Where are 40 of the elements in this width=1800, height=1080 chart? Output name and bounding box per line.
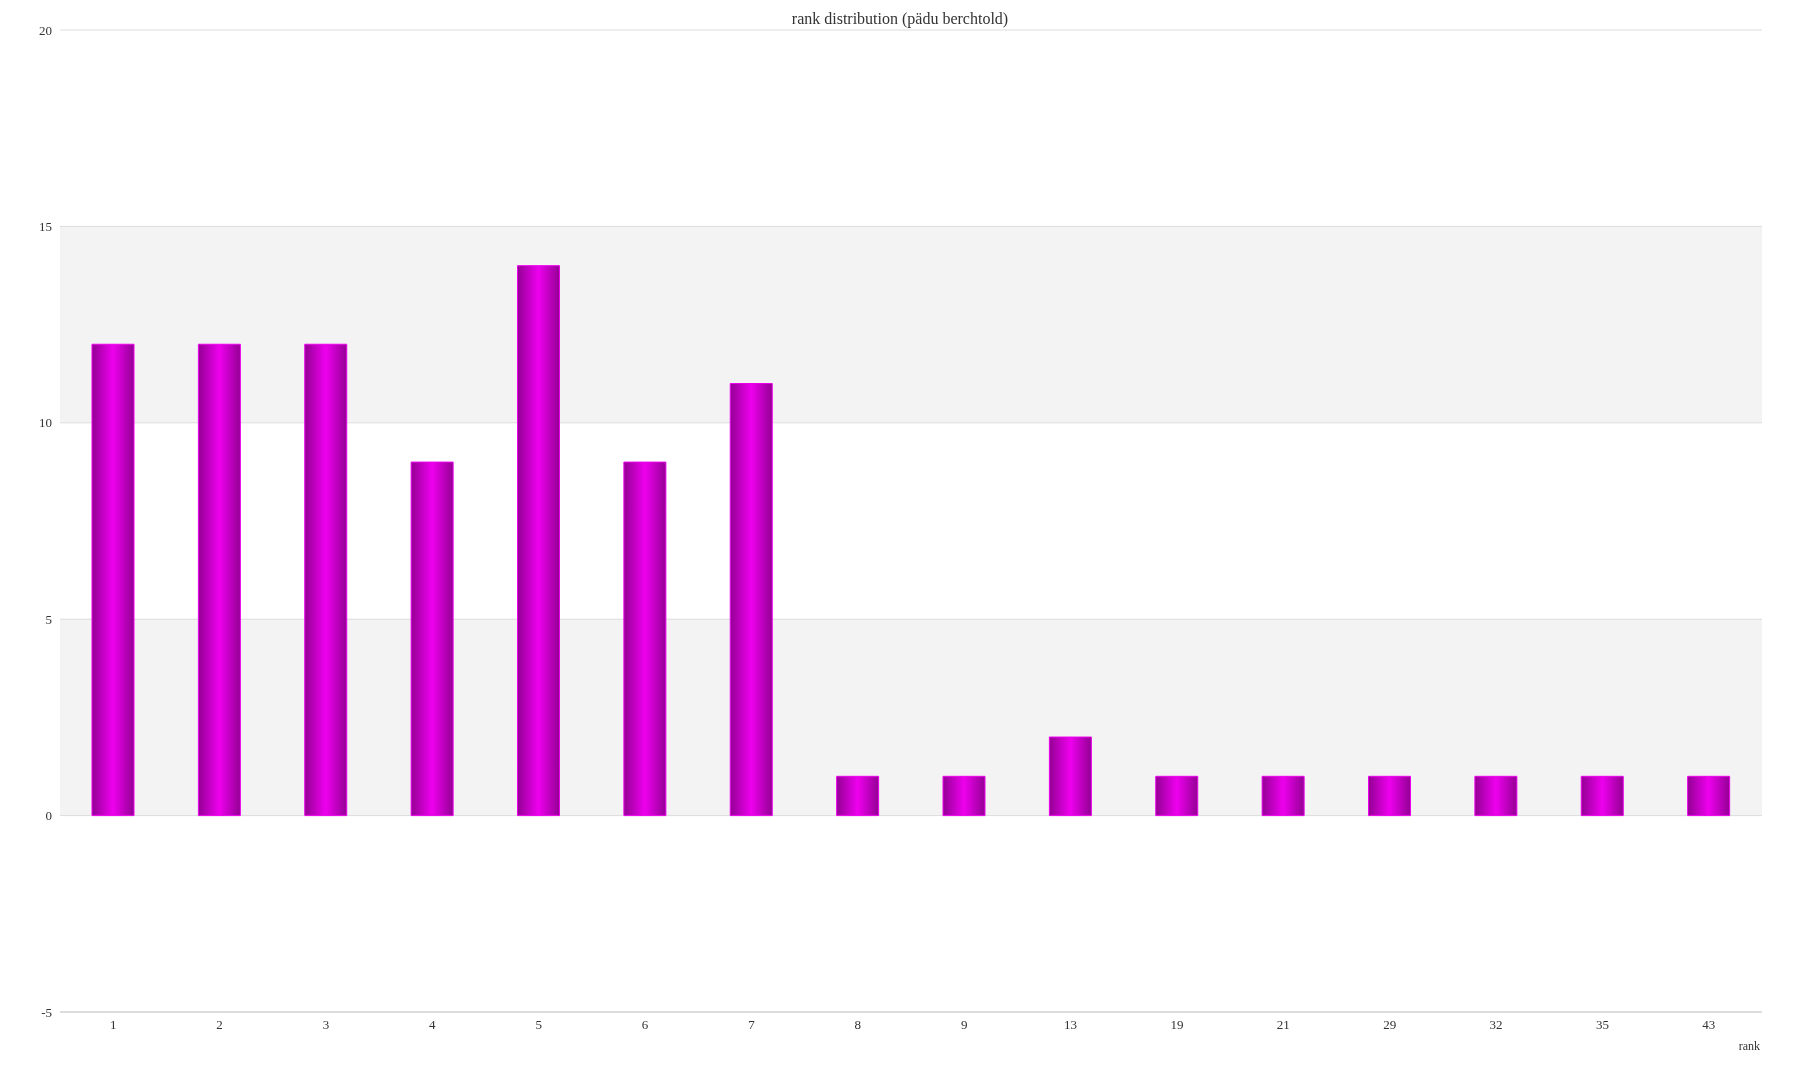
x-tick-label: 4 — [429, 1017, 437, 1033]
bar — [304, 343, 348, 817]
bar — [1368, 775, 1411, 817]
x-tick-label: 6 — [641, 1017, 649, 1033]
bar — [729, 383, 773, 817]
bar — [1474, 775, 1518, 817]
chart-title: rank distribution (pädu berchtold) — [791, 10, 1009, 27]
y-tick-label: 10 — [39, 415, 52, 431]
x-tick-label: 35 — [1595, 1017, 1609, 1033]
x-tick-label: 29 — [1383, 1017, 1397, 1033]
x-tick-label: 5 — [535, 1017, 542, 1033]
x-tick-label: 43 — [1702, 1017, 1716, 1033]
x-tick-label: 7 — [748, 1017, 756, 1033]
bar — [1261, 775, 1305, 817]
y-tick-label: 5 — [45, 611, 52, 627]
x-tick-label: 21 — [1276, 1017, 1290, 1033]
bar — [623, 461, 667, 817]
bar — [1048, 736, 1092, 817]
bar — [836, 775, 880, 817]
bar — [1687, 775, 1731, 817]
x-axis-title: rank — [1738, 1039, 1760, 1053]
bar — [410, 461, 454, 817]
y-tick-label: 20 — [39, 22, 52, 38]
bar — [942, 775, 986, 817]
x-tick-label: 13 — [1064, 1017, 1078, 1033]
x-tick-label: 19 — [1170, 1017, 1184, 1033]
bar — [1155, 775, 1199, 817]
bar — [1580, 775, 1624, 817]
bar — [517, 265, 560, 817]
y-tick-label: 0 — [45, 808, 52, 824]
x-tick-label: 32 — [1489, 1017, 1503, 1033]
x-tick-label: 2 — [216, 1017, 223, 1033]
y-tick-label: -5 — [41, 1004, 52, 1020]
bar — [91, 343, 135, 817]
bar — [197, 343, 241, 817]
x-tick-label: 1 — [109, 1017, 117, 1033]
x-tick-label: 8 — [854, 1017, 862, 1033]
x-tick-label: 9 — [960, 1017, 968, 1033]
x-tick-label: 3 — [322, 1017, 330, 1033]
y-tick-label: 15 — [39, 219, 52, 235]
